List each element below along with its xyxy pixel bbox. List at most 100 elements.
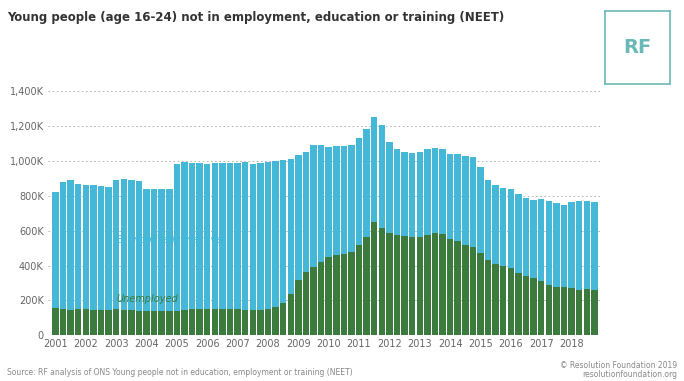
Bar — [409, 153, 415, 237]
Bar — [151, 189, 157, 311]
Bar — [356, 138, 363, 245]
Bar — [83, 309, 89, 335]
Bar — [68, 180, 74, 310]
Bar — [447, 239, 453, 335]
Bar — [386, 142, 393, 232]
Bar — [287, 159, 294, 295]
Bar — [333, 255, 339, 335]
Bar — [432, 234, 438, 335]
Bar — [424, 149, 431, 235]
Bar — [500, 188, 506, 266]
Bar — [561, 205, 567, 287]
Bar — [583, 288, 590, 335]
Bar — [454, 241, 461, 335]
Bar — [530, 278, 537, 335]
Bar — [144, 189, 150, 311]
Text: Economically inactive: Economically inactive — [116, 235, 222, 245]
Bar — [60, 309, 66, 335]
Bar — [287, 295, 294, 335]
Bar — [52, 192, 59, 308]
Bar — [568, 202, 575, 288]
Bar — [295, 280, 302, 335]
Bar — [90, 185, 96, 309]
Bar — [159, 189, 165, 311]
Bar — [583, 201, 590, 288]
Bar — [591, 290, 598, 335]
Bar — [219, 309, 226, 335]
Bar — [394, 149, 400, 235]
Bar — [409, 237, 415, 335]
Bar — [485, 260, 491, 335]
Bar — [424, 235, 431, 335]
Bar — [235, 309, 241, 335]
Bar — [227, 309, 233, 335]
Bar — [326, 257, 332, 335]
Text: RF: RF — [624, 38, 652, 57]
Bar — [553, 203, 560, 287]
Bar — [538, 281, 544, 335]
Bar — [492, 264, 499, 335]
Bar — [576, 201, 582, 290]
Bar — [326, 147, 332, 257]
Bar — [417, 152, 423, 237]
Bar — [417, 237, 423, 335]
Bar — [356, 245, 363, 335]
Bar — [83, 185, 89, 309]
Bar — [98, 310, 104, 335]
Bar — [379, 125, 385, 228]
Bar — [75, 309, 81, 335]
Bar — [280, 303, 287, 335]
Bar — [144, 311, 150, 335]
Bar — [341, 254, 347, 335]
Bar — [508, 189, 514, 268]
Bar — [576, 290, 582, 335]
Bar — [113, 180, 120, 309]
Bar — [371, 117, 378, 222]
Bar — [348, 252, 355, 335]
Bar — [265, 309, 271, 335]
Bar — [508, 268, 514, 335]
Bar — [272, 161, 279, 307]
Bar — [363, 129, 370, 237]
Bar — [318, 146, 324, 262]
Bar — [204, 164, 211, 309]
Text: Unemployed: Unemployed — [116, 294, 178, 304]
Bar — [523, 276, 529, 335]
Bar — [196, 309, 203, 335]
Bar — [530, 200, 537, 278]
Bar — [60, 182, 66, 309]
Bar — [515, 272, 522, 335]
Bar — [439, 149, 446, 234]
Bar — [151, 311, 157, 335]
Bar — [333, 146, 339, 255]
Bar — [227, 163, 233, 309]
Bar — [515, 194, 522, 272]
Text: Young people (age 16-24) not in employment, education or training (NEET): Young people (age 16-24) not in employme… — [7, 11, 504, 24]
Bar — [120, 310, 127, 335]
Bar — [68, 310, 74, 335]
Bar — [523, 198, 529, 276]
Bar — [265, 162, 271, 309]
Bar — [113, 309, 120, 335]
Bar — [211, 163, 218, 309]
Bar — [402, 236, 408, 335]
Bar — [546, 285, 552, 335]
Bar — [235, 163, 241, 309]
Bar — [90, 309, 96, 335]
Bar — [280, 160, 287, 303]
Bar — [135, 181, 142, 311]
Text: © Resolution Foundation 2019: © Resolution Foundation 2019 — [560, 360, 677, 370]
Bar — [394, 235, 400, 335]
Bar — [318, 262, 324, 335]
Bar — [120, 179, 127, 310]
Bar — [546, 201, 552, 285]
Bar — [181, 162, 187, 309]
Bar — [166, 311, 172, 335]
Bar — [470, 157, 476, 247]
Bar — [402, 152, 408, 236]
Bar — [439, 234, 446, 335]
Bar — [591, 202, 598, 290]
Bar — [242, 162, 248, 309]
Bar — [371, 222, 378, 335]
Bar — [219, 163, 226, 309]
